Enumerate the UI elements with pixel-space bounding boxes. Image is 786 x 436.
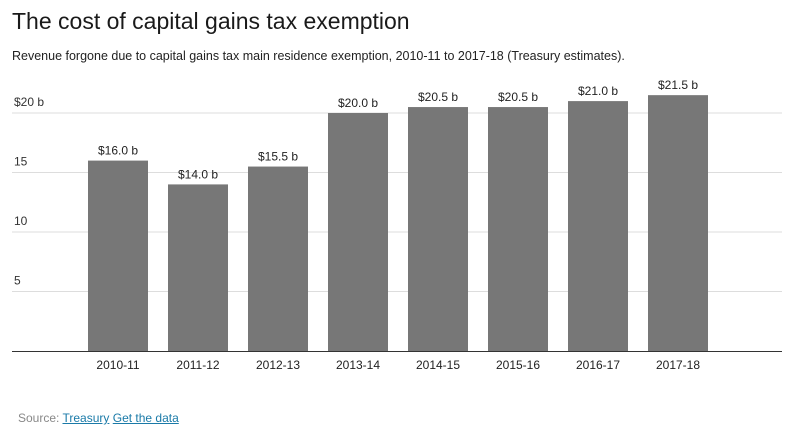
- chart-subtitle: Revenue forgone due to capital gains tax…: [12, 49, 625, 63]
- bar-2014-15: [408, 107, 468, 351]
- bar-2016-17: [568, 101, 628, 351]
- y-tick-label: 10: [14, 214, 28, 228]
- bar-2015-16: [488, 107, 548, 351]
- x-tick-label: 2011-12: [176, 358, 219, 372]
- x-tick-label: 2014-15: [416, 358, 460, 372]
- data-label: $15.5 b: [258, 150, 298, 164]
- bars: [88, 95, 708, 352]
- x-axis-ticks: 2010-11 2011-12 2012-13 2013-14 2014-15 2015-…: [96, 358, 700, 372]
- data-label: $20.5 b: [498, 90, 538, 104]
- x-tick-label: 2016-17: [576, 358, 620, 372]
- data-labels: $16.0 b $14.0 b $15.5 b $20.0 b $20.5 b $20.5…: [98, 78, 698, 181]
- y-tick-label: 5: [14, 274, 21, 288]
- data-label: $21.5 b: [658, 78, 698, 92]
- y-tick-label: 15: [14, 155, 28, 169]
- data-label: $21.0 b: [578, 84, 618, 98]
- source-line: Source: Treasury Get the data: [18, 411, 179, 425]
- bar-2013-14: [328, 113, 388, 351]
- chart-title: The cost of capital gains tax exemption: [12, 8, 410, 34]
- get-the-data-link[interactable]: Get the data: [112, 411, 179, 425]
- x-tick-label: 2012-13: [256, 358, 300, 372]
- data-label: $16.0 b: [98, 144, 138, 158]
- bar-2017-18: [648, 95, 708, 352]
- source-prefix: Source:: [18, 411, 60, 425]
- x-tick-label: 2010-11: [96, 358, 139, 372]
- treasury-link[interactable]: Treasury: [62, 411, 110, 425]
- data-label: $14.0 b: [178, 167, 218, 181]
- x-tick-label: 2013-14: [336, 358, 380, 372]
- data-label: $20.5 b: [418, 90, 458, 104]
- y-tick-label: $20 b: [14, 95, 44, 109]
- data-label: $20.0 b: [338, 96, 378, 110]
- bar-2010-11: [88, 160, 148, 351]
- x-tick-label: 2015-16: [496, 358, 540, 372]
- bar-2011-12: [168, 184, 228, 351]
- y-axis-ticks: 5 10 15 $20 b: [14, 95, 44, 288]
- x-tick-label: 2017-18: [656, 358, 700, 372]
- bar-2012-13: [248, 166, 308, 351]
